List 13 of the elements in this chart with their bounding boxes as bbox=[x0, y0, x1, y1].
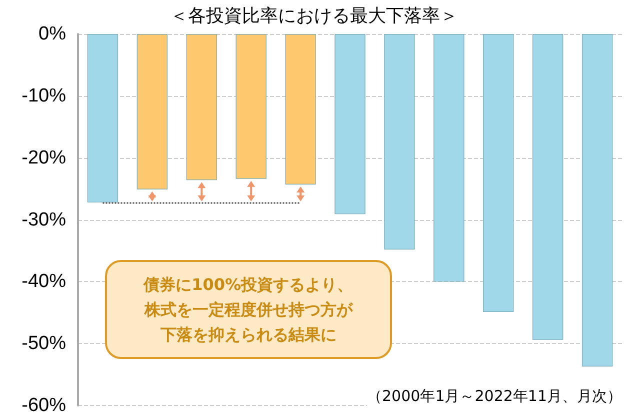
y-tick-label: -60% bbox=[22, 395, 66, 415]
callout-box: 債券に100%投資するより、 株式を一定程度併せ持つ方が 下落を抑えられる結果に bbox=[104, 260, 392, 360]
y-tick-label: -20% bbox=[22, 147, 66, 168]
y-tick-label: -50% bbox=[22, 333, 66, 354]
annotation: 株式を一定程度併せ持つ方が bbox=[144, 299, 354, 322]
chart-title: ＜各投資比率における最大下落率＞ bbox=[170, 6, 458, 26]
y-tick-label: -10% bbox=[22, 85, 66, 106]
y-tick-label: 0% bbox=[38, 24, 66, 44]
annotation: 下落を抑えられる結果に bbox=[159, 324, 338, 346]
y-tick-label: -40% bbox=[22, 271, 66, 292]
y-tick-label: -30% bbox=[22, 209, 66, 230]
annotation: 債券に100%投資するより、 bbox=[144, 274, 354, 296]
annotation: （2000年1月～2022年11月、月次） bbox=[367, 387, 622, 406]
